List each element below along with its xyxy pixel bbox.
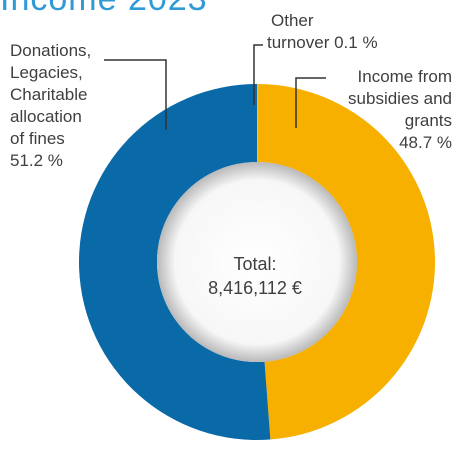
- pie-slice-2: [257, 84, 435, 440]
- leader-line-other: [253, 44, 263, 105]
- leader-line-donations: [104, 59, 167, 130]
- label-subsidies-line-3: grants: [404, 111, 452, 130]
- label-subsidies: Income from subsidies and grants 48.7 %: [348, 66, 452, 154]
- label-other-line-1: Other: [271, 11, 314, 30]
- label-donations-line-3: Charitable: [10, 85, 88, 104]
- leader-line-subsidies: [295, 77, 326, 128]
- label-donations-percent: 51.2 %: [10, 151, 63, 170]
- label-donations-line-5: of fines: [10, 129, 65, 148]
- total-label: Total: 8,416,112 €: [160, 252, 350, 300]
- pie-slice-0: [79, 84, 271, 440]
- label-other-line-2: turnover 0.1 %: [267, 33, 378, 52]
- pie-slice-1: [257, 84, 259, 163]
- label-donations: Donations, Legacies, Charitable allocati…: [10, 40, 91, 172]
- label-subsidies-percent: 48.7 %: [399, 133, 452, 152]
- total-caption: Total:: [233, 254, 277, 274]
- label-donations-line-2: Legacies,: [10, 63, 83, 82]
- label-subsidies-line-2: subsidies and: [348, 89, 452, 108]
- label-donations-line-4: allocation: [10, 107, 82, 126]
- total-amount: 8,416,112 €: [208, 278, 302, 298]
- label-donations-line-1: Donations,: [10, 41, 92, 60]
- label-subsidies-line-1: Income from: [357, 67, 452, 86]
- donut-hole: [157, 162, 357, 362]
- chart-title: Income 2023: [0, 0, 208, 16]
- label-other-turnover: Other turnover 0.1 %: [267, 10, 378, 54]
